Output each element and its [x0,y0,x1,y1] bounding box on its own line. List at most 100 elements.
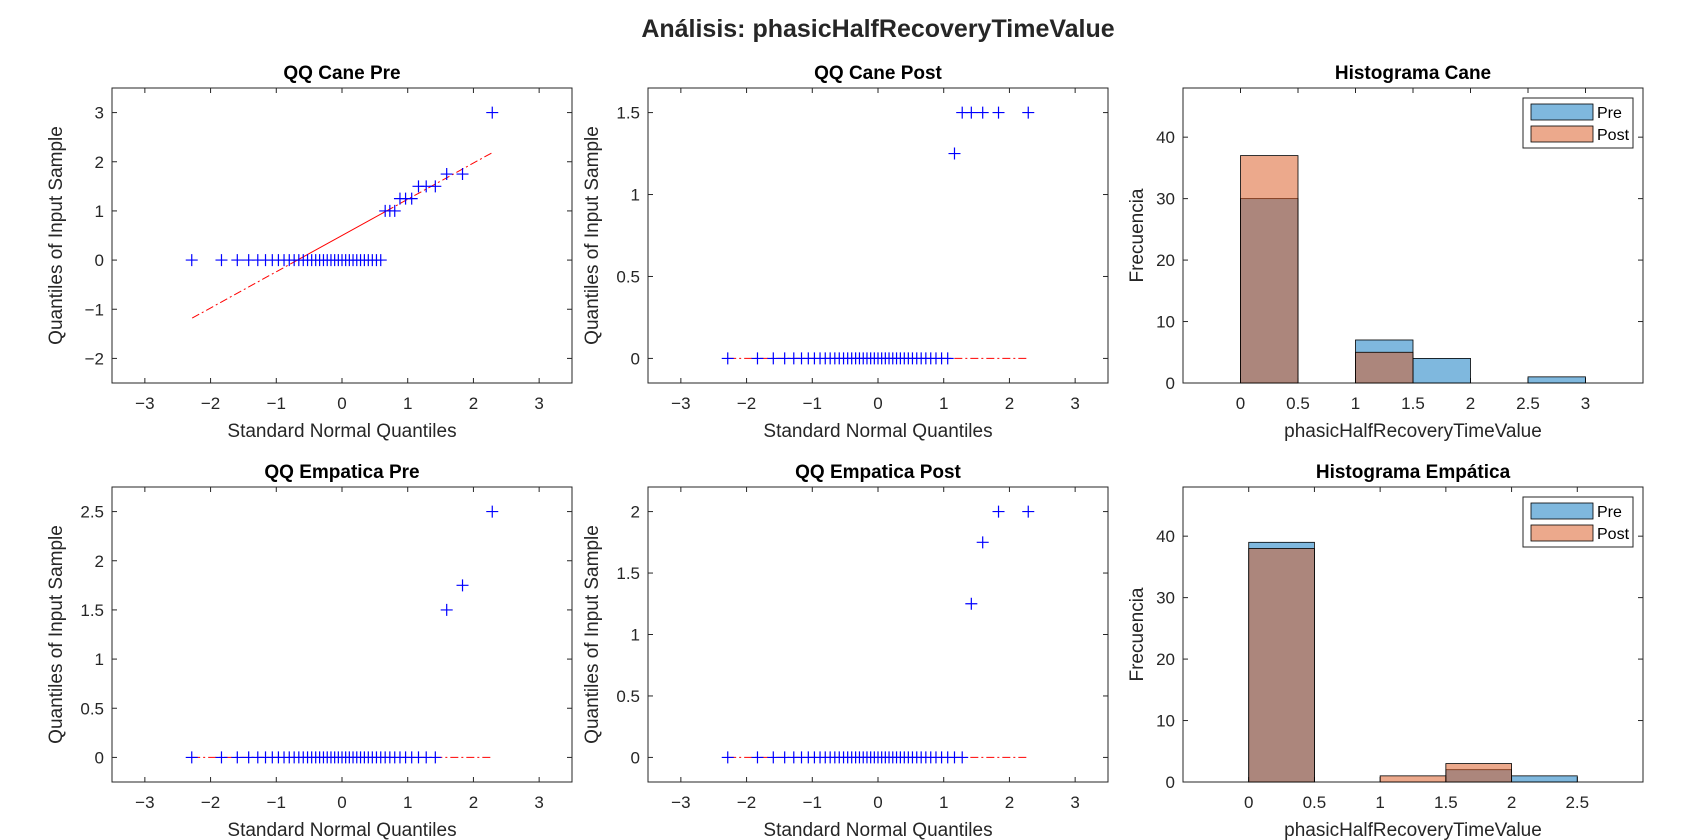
subplot-5: −3 −2 −1 0 1 2 3 0 0.5 1 1.5 2 QQ Empatica Post Stand… [582,462,1109,840]
data-point [388,204,401,217]
data-point [185,254,198,267]
y-tick-label: 20 [1156,650,1175,669]
x-tick-label: −2 [201,793,220,812]
x-tick-label: 1 [1375,793,1384,812]
data-point [941,352,954,365]
x-axis-label: Standard Normal Quantiles [227,421,456,442]
axes-box [647,87,1109,384]
y-tick-label: 1 [95,650,104,669]
data-point [751,751,764,764]
y-tick-label: 0 [631,349,640,368]
data-point [976,536,989,549]
data-point [374,254,387,267]
legend: Pre Post [1522,496,1634,548]
x-axis-label: Standard Normal Quantiles [763,421,992,442]
subplot-title: Histograma Empática [1316,462,1511,483]
y-tick-label: 10 [1156,712,1175,731]
data-point [215,254,228,267]
legend-swatch-pre [1530,103,1594,121]
x-axis-label: Standard Normal Quantiles [763,820,992,840]
x-tick-label: 1 [939,793,948,812]
x-axis-label: Standard Normal Quantiles [227,820,456,840]
x-tick-label: 0 [1236,394,1245,413]
x-tick-label: 3 [1581,394,1590,413]
reference-line-mid [297,210,387,261]
axes-box [111,486,573,783]
y-tick-label: 3 [95,104,104,123]
data-point [215,751,228,764]
reference-line-lower [191,259,298,319]
data-point [231,254,244,267]
axes-box [647,486,1109,783]
y-tick-label: 2 [95,552,104,571]
data-point [948,147,961,160]
histogram-bar-post [1355,351,1414,384]
x-tick-label: 0 [1244,793,1253,812]
y-tick-label: −2 [85,349,104,368]
data-point [486,106,499,119]
y-tick-label: 1 [631,626,640,645]
y-axis-label: Quantiles of Input Sample [46,126,67,345]
data-point [429,180,442,193]
x-tick-label: −2 [201,394,220,413]
data-point [992,505,1005,518]
data-point [751,352,764,365]
y-tick-label: 40 [1156,527,1175,546]
data-point [440,603,453,616]
x-tick-label: 2 [1507,793,1516,812]
y-tick-label: 0 [95,251,104,270]
x-tick-label: 2 [1005,793,1014,812]
x-tick-label: 0 [873,394,882,413]
x-tick-label: 2 [469,793,478,812]
subplot-title: Histograma Cane [1335,63,1491,84]
subplot-4: −3 −2 −1 0 1 2 3 0 0.5 1 1.5 2 2.5 QQ Empatica Pre Sta… [46,462,573,840]
histogram-bar-post [1379,775,1447,783]
data-point [976,106,989,119]
x-tick-label: −1 [267,394,286,413]
y-tick-label: 30 [1156,589,1175,608]
subplot-1: −3 −2 −1 0 1 2 3 −2 −1 0 1 2 3 QQ Cane Pre Standard No… [46,63,573,442]
y-tick-label: 1 [95,202,104,221]
data-point [440,168,453,181]
y-tick-label: 2 [631,503,640,522]
y-tick-label: 0 [1166,773,1175,792]
x-tick-label: 1 [403,793,412,812]
x-tick-label: 2.5 [1516,394,1540,413]
data-point [456,579,469,592]
x-tick-label: 0 [337,394,346,413]
x-tick-label: 1.5 [1434,793,1458,812]
legend-swatch-post [1530,524,1594,542]
legend-swatch-post [1530,125,1594,143]
data-point [429,751,442,764]
x-tick-label: 1.5 [1401,394,1425,413]
legend-label: Post [1597,526,1630,543]
y-axis-label: Quantiles of Input Sample [582,525,603,744]
subplot-6: 0 0.5 1 1.5 2 2.5 0 10 20 30 40 Histograma Empática… [1127,462,1644,840]
y-tick-label: 40 [1156,128,1175,147]
legend-label: Post [1597,127,1630,144]
x-tick-label: −2 [737,394,756,413]
histogram-bar-post [1240,155,1299,384]
data-point [486,505,499,518]
data-point [721,751,734,764]
histogram-bar-post [1248,548,1315,783]
subplot-title: QQ Empatica Pre [264,462,419,483]
subplot-title: QQ Cane Post [814,63,942,84]
x-tick-label: −1 [803,793,822,812]
histogram-bar-post [1445,763,1512,783]
figure-title: Análisis: phasicHalfRecoveryTimeValue [641,15,1114,43]
x-tick-label: 0.5 [1286,394,1310,413]
histogram-bar-pre [1527,376,1586,384]
x-tick-label: 1 [1351,394,1360,413]
data-point [185,751,198,764]
x-tick-label: −1 [267,793,286,812]
y-tick-label: 2.5 [80,503,104,522]
legend-label: Pre [1597,504,1622,521]
subplot-title: QQ Cane Pre [283,63,400,84]
y-tick-label: 1.5 [80,601,104,620]
subplot-2: −3 −2 −1 0 1 2 3 0 0.5 1 1.5 QQ Cane Post Standard N… [582,63,1109,442]
legend: Pre Post [1522,97,1634,149]
y-axis-label: Frecuencia [1127,188,1148,282]
